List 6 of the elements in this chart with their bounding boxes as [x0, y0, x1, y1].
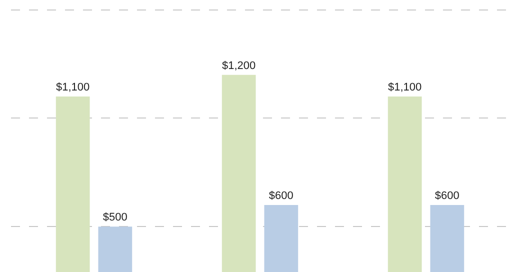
data-label: $1,100	[388, 82, 422, 94]
data-label: $600	[434, 190, 460, 202]
data-label: $1,100	[56, 82, 90, 94]
data-label: $1,200	[222, 60, 256, 72]
data-label: $500	[102, 212, 128, 224]
data-label: $600	[268, 190, 294, 202]
